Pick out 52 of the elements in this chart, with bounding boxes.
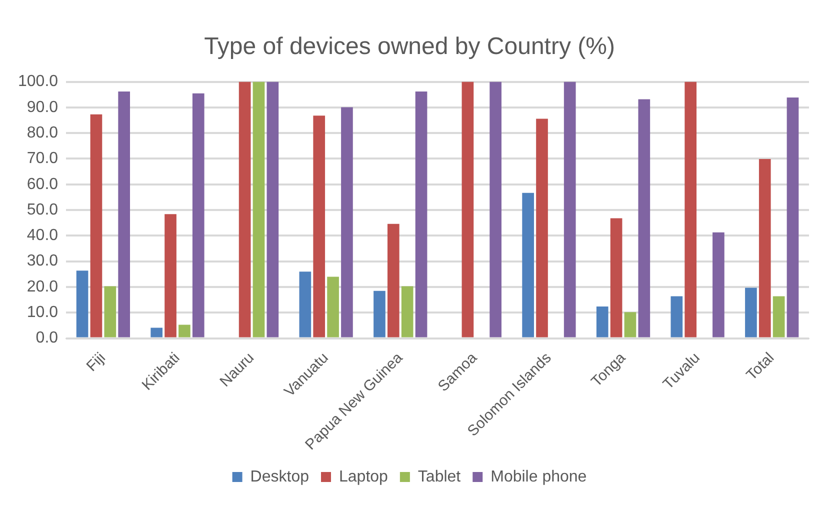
bar: [150, 328, 163, 338]
y-tick-label: 40.0: [26, 227, 58, 244]
bar: [90, 114, 102, 338]
bar: [490, 82, 502, 338]
bar: [164, 214, 176, 338]
bar: [415, 92, 428, 338]
legend-label: Mobile phone: [490, 468, 587, 486]
bar: [684, 82, 697, 338]
bar: [536, 118, 548, 338]
bar: [327, 276, 339, 338]
bar: [638, 99, 650, 338]
bar: [374, 290, 386, 338]
bar: [104, 286, 116, 338]
y-tick-label: 0.0: [36, 330, 58, 347]
bar: [670, 296, 683, 338]
bar: [786, 97, 799, 338]
bar: [238, 82, 251, 338]
legend-label: Laptop: [338, 468, 388, 486]
x-tick-label: Fiji: [83, 349, 109, 375]
y-tick-label: 60.0: [26, 176, 58, 193]
bar: [401, 286, 414, 338]
chart-title: Type of devices owned by Country (%): [204, 33, 615, 60]
bar: [118, 92, 130, 338]
y-tick-label: 70.0: [26, 150, 58, 168]
y-tick-label: 30.0: [26, 252, 58, 270]
bar: [462, 82, 474, 338]
bar: [341, 107, 353, 338]
y-tick-label: 10.0: [26, 304, 58, 322]
bar: [252, 82, 265, 338]
y-tick-label: 80.0: [26, 124, 58, 142]
y-tick-label: 90.0: [26, 98, 58, 116]
y-tick-label: 50.0: [26, 201, 58, 218]
bar: [192, 93, 204, 338]
bar: [522, 192, 534, 338]
bar: [266, 82, 279, 338]
bar: [772, 296, 785, 338]
y-tick-label: 20.0: [26, 278, 58, 296]
bar: [299, 272, 312, 338]
bar: [758, 159, 771, 338]
legend-label: Tablet: [418, 468, 462, 486]
bar: [596, 306, 608, 338]
bar: [712, 232, 724, 338]
bar: [745, 288, 757, 338]
bar: [387, 224, 400, 338]
bar: [76, 270, 88, 338]
bar: [610, 218, 622, 338]
y-tick-label: 100.0: [18, 73, 58, 90]
bar: [624, 312, 636, 338]
legend-label: Desktop: [250, 468, 310, 486]
bar: [564, 82, 576, 338]
bar: [178, 324, 190, 338]
bar: [313, 116, 326, 338]
